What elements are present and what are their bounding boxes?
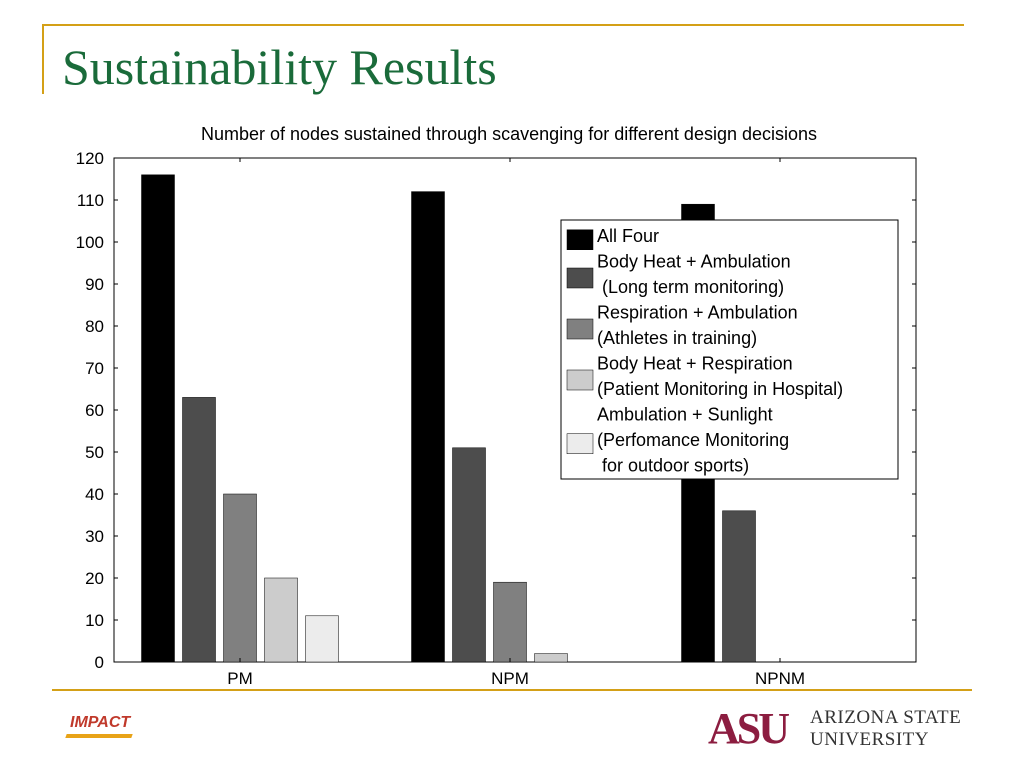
y-tick-label: 120 xyxy=(76,149,104,168)
bar-pm-series-4 xyxy=(264,577,298,663)
y-tick-label: 70 xyxy=(85,359,104,378)
legend-box xyxy=(560,219,899,480)
legend-label-4: Body Heat + Respiration xyxy=(597,354,793,374)
y-tick-label: 20 xyxy=(85,569,104,588)
bar-npm-series-1 xyxy=(411,191,445,663)
y-tick-label: 30 xyxy=(85,527,104,546)
asu-logo-mark: ASU xyxy=(708,704,790,753)
legend-label-2: (Long term monitoring) xyxy=(597,277,784,297)
plot-area: 0 10 20 30 40 50 60 70 80 90 100 110 120 PM NPM NPNM All… xyxy=(76,149,917,688)
slide-title: Sustainability Results xyxy=(62,39,497,95)
x-tick-label-pm: PM xyxy=(227,669,253,688)
y-tick-label: 110 xyxy=(77,191,104,210)
bar-pm-series-5 xyxy=(305,615,339,663)
y-tick-label: 90 xyxy=(85,275,104,294)
x-tick-label-npnm: NPNM xyxy=(755,669,805,688)
bar-npm-series-4 xyxy=(534,653,568,663)
chart-legend: All Four Body Heat + Ambulation (Long ter… xyxy=(560,219,899,480)
legend-swatch-2 xyxy=(566,267,594,289)
asu-name-line-2: UNIVERSITY xyxy=(810,729,929,750)
legend-label-3: (Athletes in training) xyxy=(597,328,757,348)
legend-swatch-1 xyxy=(566,229,594,250)
legend-swatch-5 xyxy=(566,433,594,454)
bar-npm-series-2 xyxy=(452,447,486,663)
legend-label-1: All Four xyxy=(597,226,659,246)
y-tick-label: 80 xyxy=(85,317,104,336)
legend-swatch-4 xyxy=(566,369,594,391)
y-tick-label: 60 xyxy=(85,401,104,420)
impact-logo-swoosh xyxy=(65,734,133,738)
y-tick-label: 100 xyxy=(76,233,104,252)
legend-label-5: Ambulation + Sunlight xyxy=(597,405,773,425)
bar-pm-series-1 xyxy=(141,174,175,663)
y-tick-label: 0 xyxy=(95,653,104,672)
impact-logo: IMPACT xyxy=(65,712,138,746)
legend-label-5: (Perfomance Monitoring xyxy=(597,430,789,450)
bar-chart: Number of nodes sustained through scaven… xyxy=(76,124,917,688)
bar-npm-series-3 xyxy=(493,581,527,663)
bar-pm-series-3 xyxy=(223,493,257,663)
legend-label-2: Body Heat + Ambulation xyxy=(597,252,791,272)
bar-pm-series-2 xyxy=(182,397,216,663)
title-accent-horizontal-line xyxy=(42,24,964,26)
legend-label-4: (Patient Monitoring in Hospital) xyxy=(597,379,843,399)
x-tick-label-npm: NPM xyxy=(491,669,529,688)
chart-title: Number of nodes sustained through scaven… xyxy=(201,124,817,144)
y-tick-label: 10 xyxy=(85,611,104,630)
y-tick-label: 50 xyxy=(85,443,104,462)
legend-swatch-3 xyxy=(566,318,594,340)
footer-divider xyxy=(52,689,972,691)
title-accent-vertical-line xyxy=(42,24,44,94)
asu-logo: ASU ARIZONA STATE UNIVERSITY xyxy=(708,705,978,753)
y-tick-label: 40 xyxy=(85,485,104,504)
legend-label-3: Respiration + Ambulation xyxy=(597,303,798,323)
asu-name-line-1: ARIZONA STATE xyxy=(810,707,962,728)
asu-logo-name: ARIZONA STATE UNIVERSITY xyxy=(810,707,961,751)
bar-npnm-series-2 xyxy=(722,510,756,663)
impact-logo-text: IMPACT xyxy=(70,714,131,731)
legend-label-5: for outdoor sports) xyxy=(597,456,749,476)
